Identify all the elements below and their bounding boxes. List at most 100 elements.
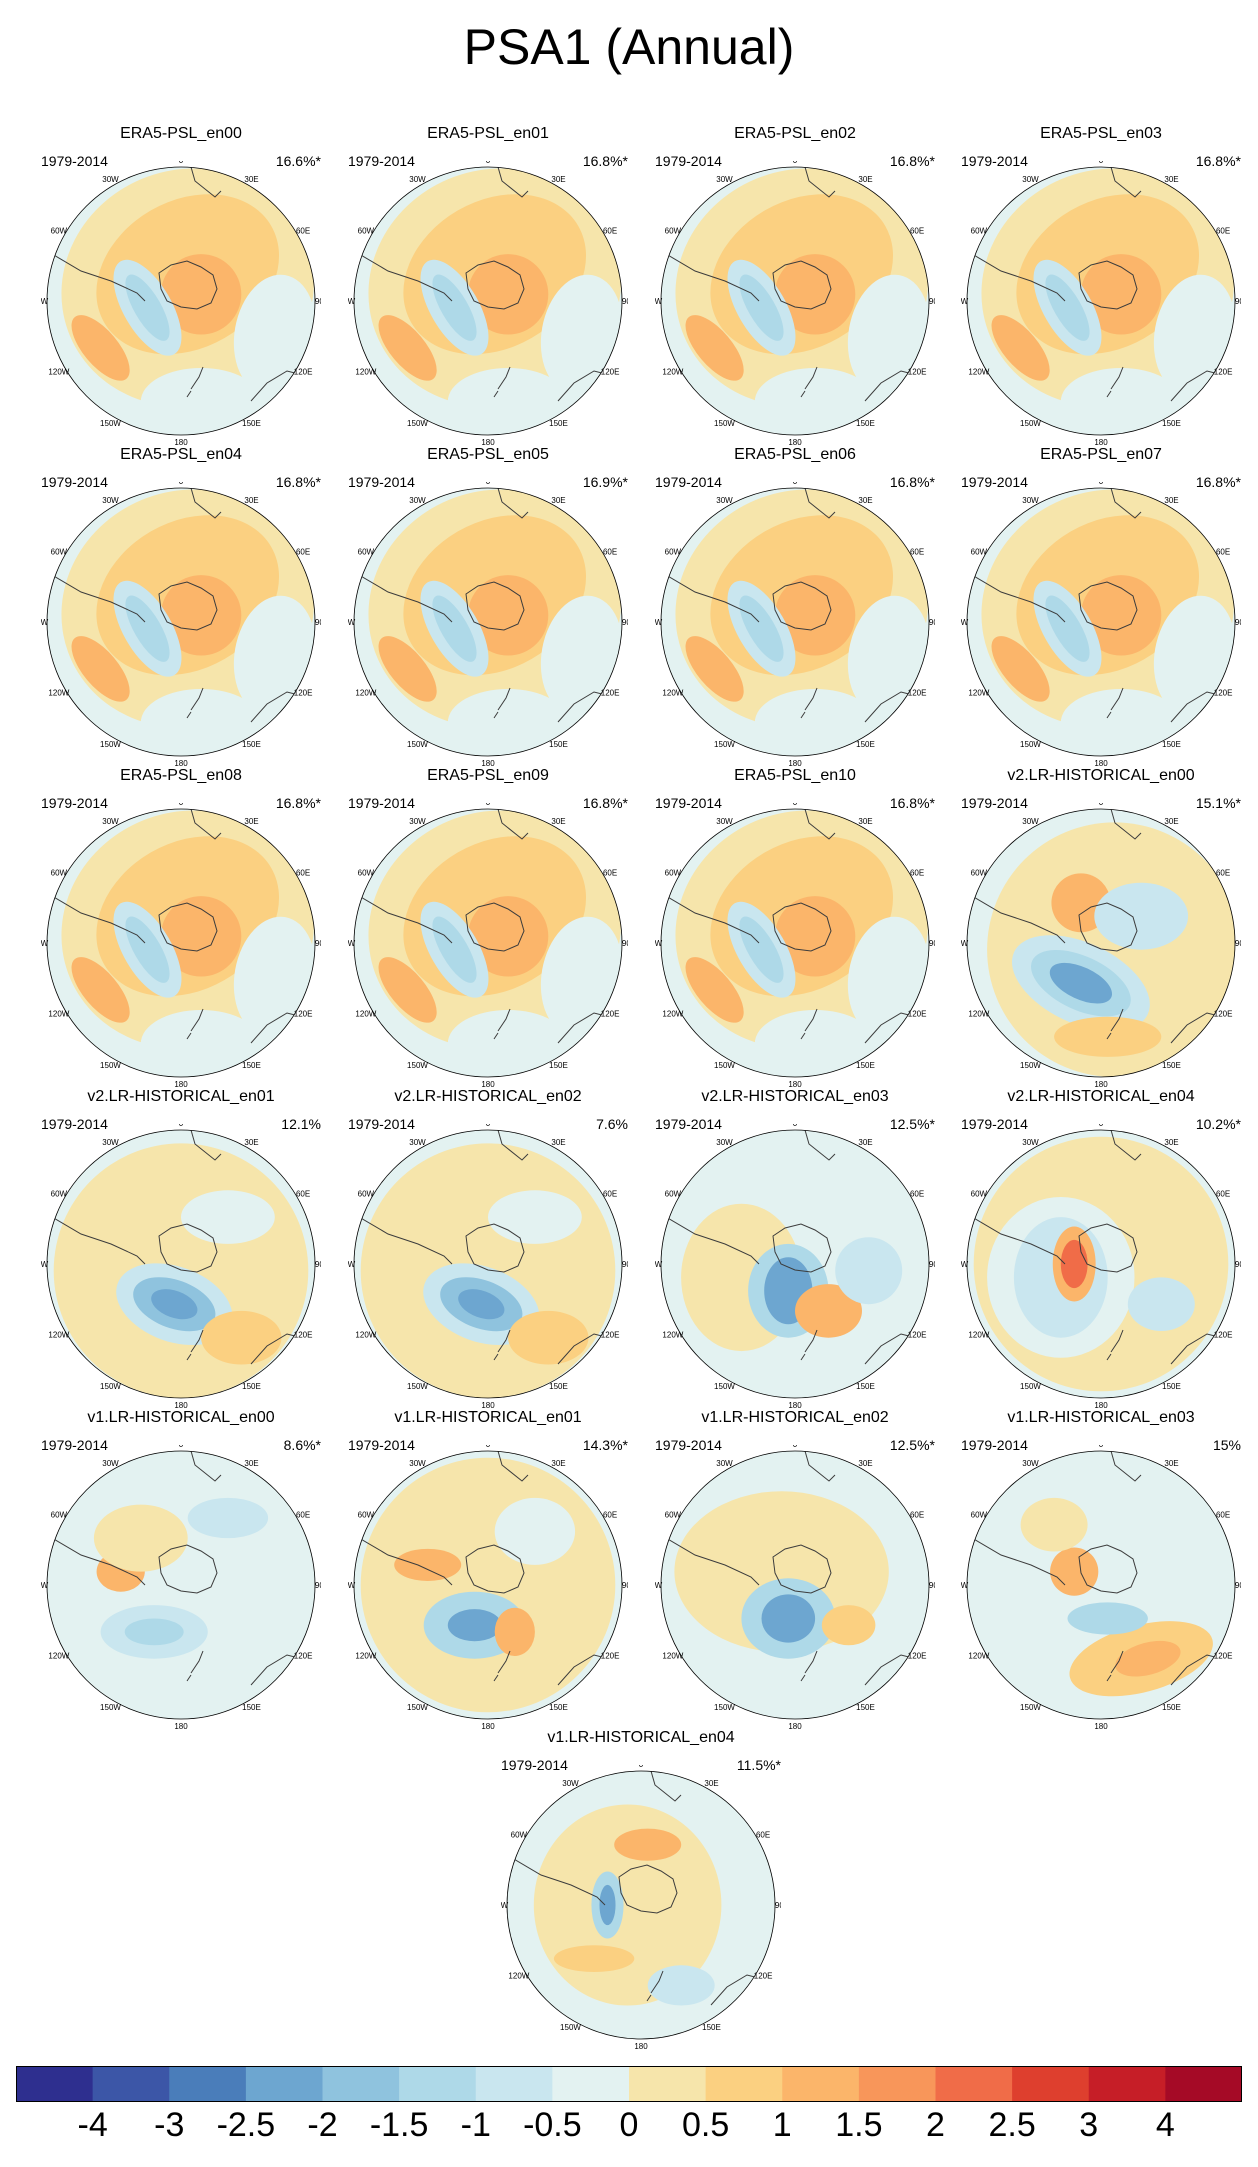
- longitude-label: 60E: [1216, 548, 1230, 557]
- longitude-label: 60E: [910, 1511, 924, 1520]
- anomaly-contour: [1045, 274, 1090, 341]
- longitude-label: 180: [788, 438, 802, 447]
- longitude-label: 90W: [961, 297, 969, 306]
- new-zealand-coastline: [800, 687, 818, 719]
- longitude-label: 120W: [662, 1652, 683, 1661]
- anomaly-contour: [467, 896, 549, 977]
- longitude-label: 0: [1099, 1445, 1104, 1449]
- map-border: [660, 1450, 930, 1720]
- anomaly-contour: [125, 595, 170, 662]
- longitude-label: 120W: [48, 689, 69, 698]
- longitude-label: 60E: [1216, 1190, 1230, 1199]
- longitude-label: 30E: [858, 496, 872, 505]
- new-zealand-coastline: [1106, 687, 1124, 719]
- longitude-label: 0: [486, 1124, 491, 1128]
- longitude-label: 120E: [601, 1652, 620, 1661]
- longitude-label: 120E: [294, 1331, 313, 1340]
- polar-map: 0 30E 60E 90E 120E 150E 180 150W 120W 90W 60W 30W: [961, 161, 1241, 447]
- longitude-label: 90W: [655, 1260, 663, 1269]
- longitude-label: 150E: [242, 1703, 261, 1712]
- longitude-label: 150W: [100, 1061, 121, 1070]
- anomaly-contour: [71, 636, 130, 702]
- longitude-label: 120W: [662, 1010, 683, 1019]
- longitude-label: 90E: [622, 1581, 628, 1590]
- map-panel: v1.LR-HISTORICAL_en02 1979-2014 12.5%* 0 30E…: [643, 1409, 947, 1731]
- longitude-label: 180: [634, 2042, 648, 2051]
- longitude-label: 120E: [1214, 1331, 1233, 1340]
- anomaly-contour: [447, 1010, 569, 1077]
- antarctica-coastline: [158, 1544, 218, 1594]
- anomaly-contour: [1080, 575, 1162, 656]
- longitude-label: 180: [1094, 1722, 1108, 1731]
- panel-title: ERA5-PSL_en04: [120, 446, 242, 463]
- panel-title: v1.LR-HISTORICAL_en02: [701, 1409, 889, 1426]
- longitude-label: 120W: [355, 1331, 376, 1340]
- south-america-coastline: [47, 250, 146, 302]
- longitude-label: 120W: [48, 1652, 69, 1661]
- longitude-label: 30E: [858, 817, 872, 826]
- map-panel: v2.LR-HISTORICAL_en01 1979-2014 12.1% 0 30E 6…: [29, 1088, 333, 1410]
- anomaly-contour: [432, 595, 477, 662]
- anomaly-contour: [53, 1457, 309, 1713]
- longitude-label: 120E: [1214, 1010, 1233, 1019]
- colorbar-tick-label: -2: [307, 2106, 338, 2144]
- anomaly-contour: [774, 896, 856, 977]
- south-america-coastline: [354, 1534, 453, 1586]
- longitude-label: 90W: [348, 1581, 356, 1590]
- longitude-label: 180: [481, 438, 495, 447]
- africa-coastline: [190, 488, 222, 519]
- polar-map: 0 30E 60E 90E 120E 150E 180 150W 120W 90W 60W 30W: [961, 482, 1241, 768]
- anomaly-contour: [432, 274, 477, 341]
- figure-title: PSA1 (Annual): [463, 19, 795, 75]
- panel-title: v2.LR-HISTORICAL_en03: [701, 1088, 889, 1105]
- map-panel: ERA5-PSL_en08 1979-2014 16.8%* 0 30E 60E 90E 12…: [29, 767, 333, 1089]
- antarctica-coastline: [465, 581, 525, 631]
- longitude-label: 120W: [968, 1652, 989, 1661]
- panel-title: v1.LR-HISTORICAL_en04: [547, 1729, 735, 1746]
- anomaly-contour: [754, 689, 876, 756]
- polar-map: 0 30E 60E 90E 120E 150E 180 150W 120W 90W 60W 30W: [348, 1124, 628, 1410]
- south-america-coastline: [967, 1534, 1066, 1586]
- anomaly-contour: [71, 315, 130, 381]
- colorbar: [16, 2066, 1242, 2102]
- polar-map: 0 30E 60E 90E 120E 150E 180 150W 120W 90W 60W 30W: [961, 803, 1241, 1089]
- panel-variance-explained: 8.6%*: [283, 1437, 321, 1453]
- anomaly-contour: [991, 636, 1050, 702]
- longitude-label: 60W: [971, 1190, 988, 1199]
- longitude-label: 120W: [48, 1010, 69, 1019]
- map-border: [966, 1450, 1236, 1720]
- map-panel: v1.LR-HISTORICAL_en04 1979-2014 11.5%* 0 30E…: [489, 1729, 793, 2051]
- longitude-label: 150W: [714, 1382, 735, 1391]
- anomaly-contour: [614, 1828, 682, 1861]
- africa-coastline: [804, 488, 836, 519]
- longitude-label: 120E: [294, 1652, 313, 1661]
- antarctica-coastline: [772, 581, 832, 631]
- panel-variance-explained: 16.8%*: [582, 153, 628, 169]
- longitude-label: 150E: [242, 419, 261, 428]
- longitude-label: 60E: [296, 548, 310, 557]
- longitude-label: 60W: [358, 548, 375, 557]
- colorbar-swatch: [705, 2066, 783, 2102]
- longitude-label: 0: [793, 161, 798, 165]
- longitude-label: 120E: [601, 689, 620, 698]
- panel-period: 1979-2014: [501, 1757, 568, 1773]
- panel-title: ERA5-PSL_en05: [427, 446, 549, 463]
- longitude-label: 60W: [358, 1511, 375, 1520]
- longitude-label: 60E: [296, 227, 310, 236]
- longitude-label: 90E: [622, 939, 628, 948]
- antarctica-coastline: [618, 1864, 678, 1914]
- longitude-label: 120W: [48, 368, 69, 377]
- longitude-label: 120E: [601, 1331, 620, 1340]
- africa-coastline: [804, 167, 836, 198]
- map-panel: ERA5-PSL_en04 1979-2014 16.8%* 0 30E 60E 90E 12…: [29, 446, 333, 768]
- longitude-label: 30W: [102, 175, 119, 184]
- longitude-label: 90E: [315, 1581, 321, 1590]
- longitude-label: 150W: [407, 1061, 428, 1070]
- longitude-label: 30E: [244, 175, 258, 184]
- longitude-label: 60W: [665, 548, 682, 557]
- longitude-label: 0: [1099, 482, 1104, 486]
- south-america-coastline: [507, 1854, 606, 1906]
- map-panel: ERA5-PSL_en10 1979-2014 16.8%* 0 30E 60E 90E 12…: [643, 767, 947, 1089]
- anomaly-contour: [140, 1010, 262, 1077]
- longitude-label: 60E: [296, 869, 310, 878]
